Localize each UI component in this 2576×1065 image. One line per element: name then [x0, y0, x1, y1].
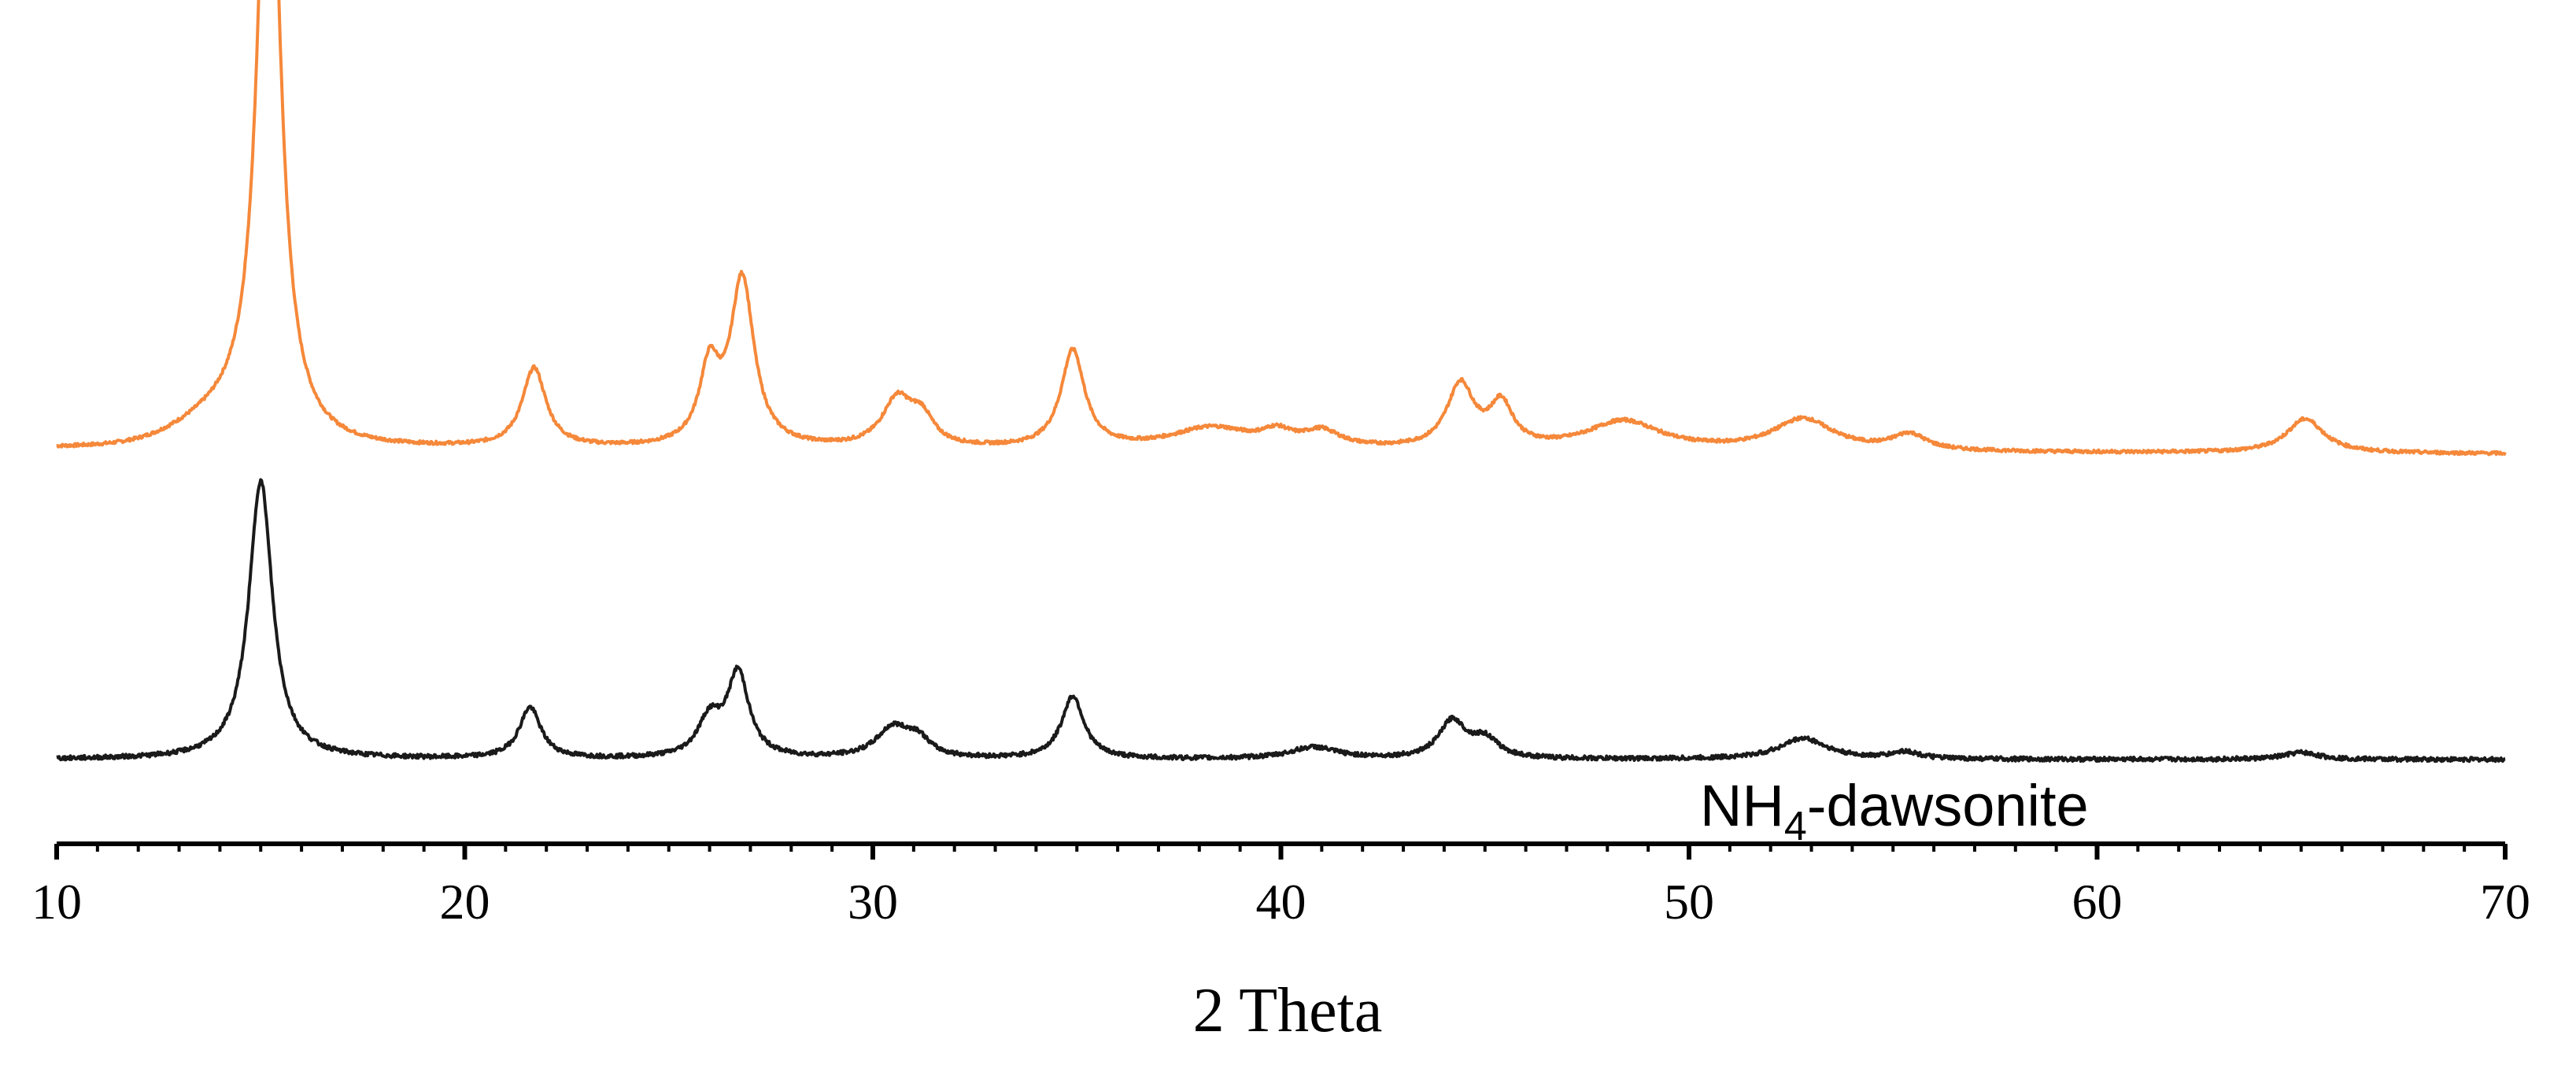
series-line-orange: [56, 0, 2507, 457]
x-axis: 10 20 30 40 50 60 70: [31, 841, 2530, 930]
x-tick-label: 50: [1664, 874, 1714, 930]
series-line-nh4-dawsonite: [56, 478, 2506, 764]
x-tick-label: 30: [848, 874, 898, 930]
x-tick-label: 40: [1256, 874, 1306, 930]
plot-area: [56, 0, 2507, 764]
x-tick-label: 60: [2072, 874, 2123, 930]
x-axis-title: 2 Theta: [1193, 976, 1383, 1045]
series-label-nh4-dawsonite: NH4-dawsonite: [1700, 773, 2089, 849]
x-tick-label: 70: [2480, 874, 2530, 930]
x-tick-label: 20: [440, 874, 490, 930]
x-tick-label: 10: [31, 874, 82, 930]
